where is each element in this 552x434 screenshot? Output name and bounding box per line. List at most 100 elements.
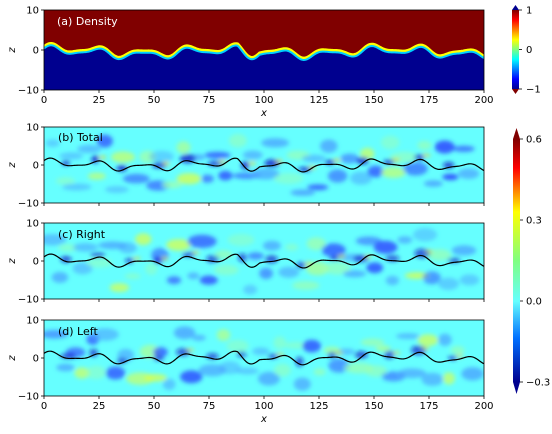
field-blob — [422, 271, 441, 285]
field-blob — [340, 153, 360, 164]
shared-colorbar-gradient — [513, 139, 520, 382]
field-blob — [302, 339, 322, 353]
field-core-positive — [364, 254, 372, 259]
field-blob — [87, 172, 106, 180]
field-core — [356, 156, 370, 165]
y-tick-label: 0 — [33, 354, 39, 365]
field-blob — [434, 140, 455, 154]
field-core — [354, 350, 368, 359]
field-core-positive — [132, 256, 141, 261]
field-blob — [187, 234, 217, 248]
field-core-positive — [304, 261, 313, 266]
density-colorbar-top-cap — [512, 5, 519, 10]
field-blob — [451, 245, 477, 256]
field-blob — [290, 189, 316, 196]
field-core-positive — [333, 158, 341, 163]
y-tick-label: −10 — [18, 392, 39, 403]
field-blob — [44, 234, 67, 246]
density-interface-yellow — [44, 41, 484, 60]
field-blob — [403, 161, 428, 176]
field-blob — [187, 272, 200, 280]
field-blob — [216, 329, 231, 341]
field-core-positive — [335, 350, 344, 355]
y-tick-label: 10 — [26, 6, 39, 17]
density-colorbar: 1 0 −1 — [512, 5, 541, 96]
field-core — [447, 257, 461, 263]
field-core-positive — [162, 161, 171, 166]
field-blob — [328, 358, 350, 373]
field-blob — [61, 183, 92, 191]
field-blob — [199, 275, 218, 285]
field-blob — [162, 378, 176, 390]
field-blob — [261, 138, 290, 148]
field-blob — [251, 168, 280, 180]
field-blob — [350, 171, 373, 185]
field-blob — [381, 167, 406, 179]
field-blob — [105, 186, 129, 193]
x-tick-label: 0 — [41, 95, 47, 106]
density-colorbar-bottom-cap — [512, 89, 519, 94]
field-blob — [427, 249, 452, 261]
field-blob — [360, 338, 385, 347]
field-blob — [293, 377, 311, 391]
panel-b-title: (b) Total — [58, 131, 103, 144]
field-core-positive — [160, 256, 169, 261]
density-colorbar-gradient — [512, 10, 519, 89]
field-blob — [438, 277, 459, 290]
field-blob — [226, 339, 249, 353]
field-core-positive — [455, 353, 464, 358]
y-tick-label: −10 — [18, 86, 39, 97]
x-tick-label: 125 — [309, 401, 328, 412]
field-blob — [149, 150, 174, 163]
field-blob — [215, 250, 233, 259]
field-blob — [247, 252, 264, 260]
field-blob — [74, 367, 90, 379]
field-blob — [413, 228, 438, 242]
panel-right: (c) Right 10 0 −10 z — [7, 219, 485, 306]
field-blob — [360, 147, 375, 160]
field-blob — [122, 173, 150, 184]
field-blob — [243, 284, 258, 295]
x-tick-label: 75 — [203, 95, 216, 106]
field-core — [238, 253, 247, 262]
x-tick-label: 100 — [254, 401, 273, 412]
panel-d-xlabel: x — [260, 414, 267, 425]
field-blob — [242, 150, 263, 160]
field-blob — [452, 145, 475, 152]
field-blob — [450, 345, 465, 355]
field-blob — [273, 336, 286, 350]
field-blob — [278, 266, 300, 278]
field-blob — [143, 374, 168, 382]
field-blob — [218, 361, 241, 375]
panel-c-field — [44, 228, 480, 295]
density-colorbar-label: 0 — [526, 45, 532, 56]
field-blob — [301, 154, 327, 163]
field-blob — [44, 329, 69, 339]
shared-colorbar-label: 0.0 — [526, 297, 542, 308]
field-blob — [292, 281, 320, 290]
field-blob — [204, 151, 231, 159]
field-blob — [423, 180, 443, 187]
field-core — [383, 159, 395, 165]
field-blob — [227, 233, 255, 246]
shared-colorbar-label: 0.3 — [526, 216, 542, 227]
y-tick-label: 0 — [33, 257, 39, 268]
field-blob — [180, 370, 203, 384]
field-core-positive — [425, 249, 434, 254]
field-blob — [397, 236, 413, 244]
y-axis-label: z — [7, 47, 18, 54]
field-blob — [162, 181, 183, 189]
panel-c-interface-curve — [44, 253, 484, 269]
field-blob — [285, 243, 299, 251]
y-tick-label: −10 — [18, 199, 39, 210]
field-core-positive — [248, 161, 257, 166]
x-tick-label: 25 — [93, 401, 106, 412]
field-blob — [166, 239, 192, 251]
x-tick-label: 75 — [203, 401, 216, 412]
field-blob — [366, 262, 384, 274]
shared-colorbar-label: −0.3 — [526, 378, 550, 389]
field-core-positive — [392, 350, 401, 355]
y-tick-label: 0 — [33, 161, 39, 172]
